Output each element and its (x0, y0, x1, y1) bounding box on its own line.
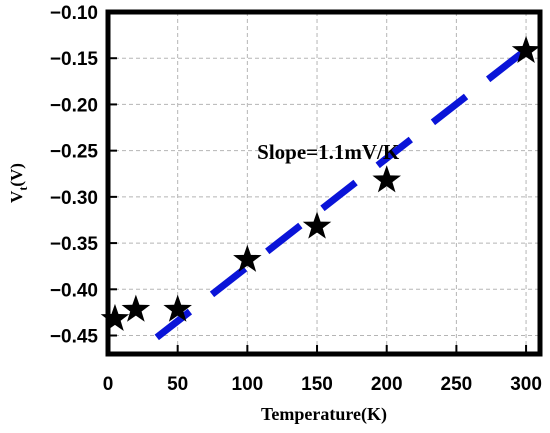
data-point-star (302, 211, 332, 239)
y-axis-title-unit: (V) (7, 163, 26, 187)
y-tick-label: −0.40 (50, 280, 98, 301)
x-tick-label: 50 (167, 374, 188, 395)
y-tick-label: −0.20 (50, 95, 98, 116)
data-point-star (511, 35, 541, 63)
x-tick-label: 100 (232, 374, 264, 395)
y-axis-title-subscript: t (16, 187, 30, 191)
x-tick-label: 150 (301, 374, 333, 395)
data-point-star (233, 244, 262, 272)
data-point-star (372, 165, 401, 193)
grid (107, 11, 540, 354)
y-tick-label: −0.45 (50, 327, 99, 348)
data-markers (100, 35, 541, 332)
x-tick-label: 0 (103, 374, 114, 395)
y-tick-label: −0.30 (50, 188, 98, 209)
data-point-star (100, 303, 130, 332)
data-point-star (121, 294, 151, 322)
y-tick-label: −0.15 (50, 49, 99, 70)
x-tick-label: 200 (371, 374, 403, 395)
fit-line-group (154, 41, 536, 341)
y-axis-title: Vt(V) (7, 163, 30, 203)
y-tick-label: −0.25 (50, 142, 99, 163)
slope-annotation: Slope=1.1mV/K (257, 140, 400, 164)
y-tick-label: −0.10 (50, 3, 98, 24)
plot-frame (105, 9, 543, 357)
data-point-star (163, 294, 192, 322)
x-axis-title: Temperature(K) (261, 404, 387, 425)
x-tick-label: 300 (510, 374, 542, 395)
y-axis-title-main: V (7, 190, 26, 203)
fit-line (154, 41, 536, 341)
ticks: 0 50 100 150 200 250 300 −0.45 −0.40 −0.35 −0.30 −0… (50, 3, 542, 395)
y-tick-label: −0.35 (50, 234, 99, 255)
x-tick-label: 250 (441, 374, 473, 395)
